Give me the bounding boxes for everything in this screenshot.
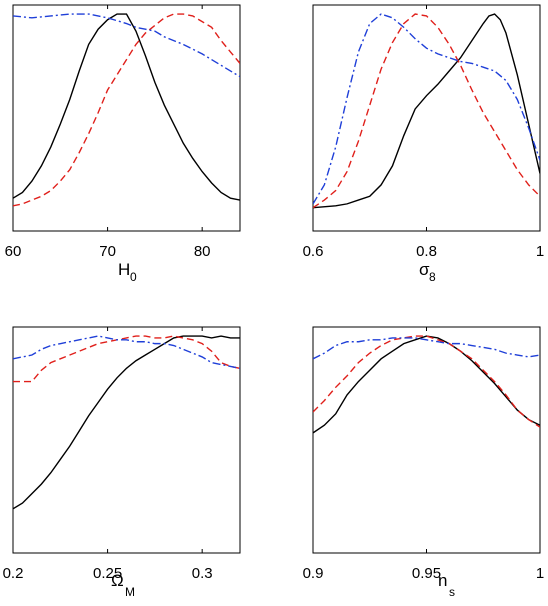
panel-h0-series-dashdot xyxy=(13,13,240,78)
panel-ns-series-solid xyxy=(313,335,540,434)
panel-ns-series-dashed xyxy=(313,335,540,428)
panel-omegam-xlabel-sub: M xyxy=(125,585,135,599)
panel-sigma8-xlabel-sub: 8 xyxy=(429,270,436,284)
panel-ns-xlabel: n xyxy=(438,571,447,590)
panel-h0-ticks xyxy=(12,5,203,231)
panel-ns-xlabel-sub: s xyxy=(449,585,455,599)
panel-ns-frame xyxy=(312,326,541,554)
panel-omegam-frame xyxy=(12,326,241,554)
panel-ns-xtick-0: 0.9 xyxy=(303,565,324,582)
panel-sigma8-xtick-0: 0.6 xyxy=(303,243,324,260)
panel-h0-lines xyxy=(13,13,240,207)
panel-omegam-xtick-1: 0.25 xyxy=(93,565,122,582)
panel-ns-xtick-2: 1 xyxy=(536,565,544,582)
panel-h0-xlabel: H xyxy=(118,260,130,279)
panel-h0-series-solid xyxy=(13,13,240,201)
panel-ns-series-dashdot xyxy=(313,337,540,360)
panel-h0-xtick-2: 80 xyxy=(194,243,211,260)
panel-h0-xtick-0: 60 xyxy=(5,243,22,260)
panel-ns-ticks xyxy=(312,327,541,553)
panel-h0-xlabel-sub: 0 xyxy=(130,270,137,284)
panel-sigma8-series-dashed xyxy=(313,13,540,209)
panel-sigma8-frame xyxy=(312,4,541,232)
panel-omegam-series-dashdot xyxy=(13,335,240,369)
panel-h0-series-dashed xyxy=(13,13,240,207)
panel-omegam-lines xyxy=(13,335,240,510)
panel-ns: 0.9 0.95 1 n s xyxy=(303,326,544,599)
panel-omegam-xtick-2: 0.3 xyxy=(192,565,213,582)
panel-sigma8-series-dashdot xyxy=(313,13,540,205)
panel-h0-frame xyxy=(12,4,241,232)
panel-ns-lines xyxy=(313,335,540,434)
panel-sigma8-series-solid xyxy=(313,13,540,209)
panel-sigma8-xtick-2: 1 xyxy=(536,243,544,260)
panel-omegam-ticks xyxy=(12,327,203,553)
panel-sigma8-ticks xyxy=(312,5,541,231)
panel-ns-xtick-1: 0.95 xyxy=(412,565,441,582)
panel-omegam-xlabel: Ω xyxy=(111,571,124,590)
panel-h0-xtick-1: 70 xyxy=(99,243,116,260)
panel-omegam: 0.2 0.25 0.3 Ω M xyxy=(3,326,241,599)
panel-omegam-series-solid xyxy=(13,335,240,510)
panel-h0: 60 70 80 H 0 xyxy=(5,4,241,284)
panel-sigma8-xtick-1: 0.8 xyxy=(416,243,437,260)
panel-sigma8: 0.6 0.8 1 σ 8 xyxy=(303,4,544,284)
panel-omegam-xtick-0: 0.2 xyxy=(3,565,24,582)
panel-sigma8-lines xyxy=(313,13,540,209)
panel-omegam-series-dashed xyxy=(13,335,240,383)
panel-sigma8-xlabel: σ xyxy=(419,260,430,279)
